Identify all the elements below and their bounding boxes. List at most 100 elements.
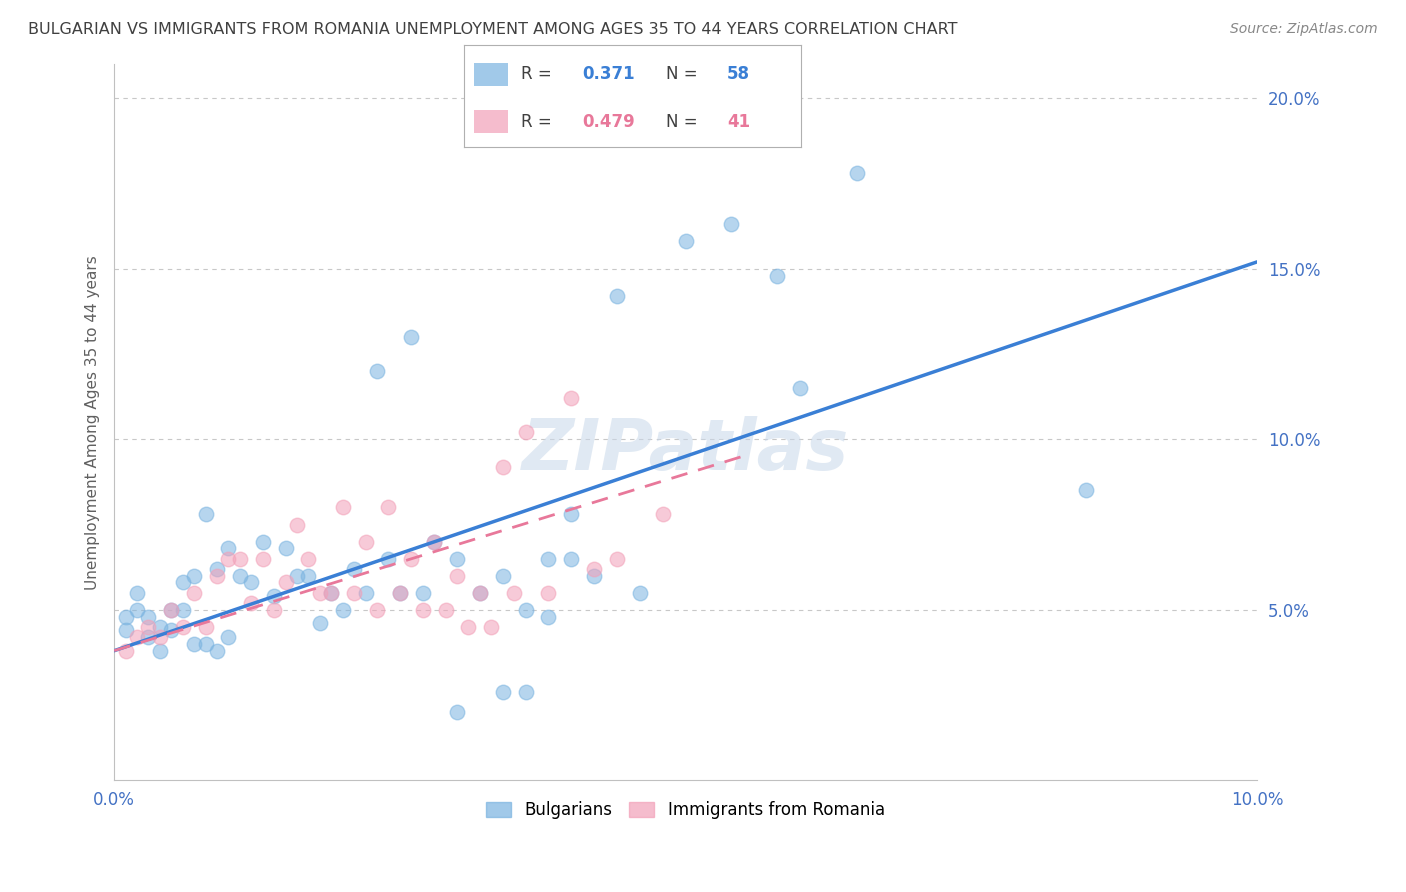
Text: 58: 58 [727, 65, 751, 83]
Point [160, 603, 183, 617]
Point [263, 603, 285, 617]
Point [446, 705, 468, 719]
Text: 0.479: 0.479 [582, 112, 636, 130]
Point [492, 684, 515, 698]
Point [149, 630, 172, 644]
Point [651, 508, 673, 522]
Point [252, 551, 274, 566]
Point [125, 603, 148, 617]
Point [229, 568, 252, 582]
Point [274, 575, 297, 590]
Text: 0.371: 0.371 [582, 65, 634, 83]
Point [560, 551, 582, 566]
Point [172, 575, 194, 590]
Text: N =: N = [666, 112, 697, 130]
Point [492, 459, 515, 474]
Point [252, 534, 274, 549]
Text: BULGARIAN VS IMMIGRANTS FROM ROMANIA UNEMPLOYMENT AMONG AGES 35 TO 44 YEARS CORR: BULGARIAN VS IMMIGRANTS FROM ROMANIA UNE… [28, 22, 957, 37]
Point [274, 541, 297, 556]
Point [194, 637, 217, 651]
Point [285, 568, 308, 582]
Point [388, 585, 411, 599]
Point [388, 585, 411, 599]
Point [285, 517, 308, 532]
Point [149, 620, 172, 634]
Point [354, 585, 377, 599]
Point [138, 620, 160, 634]
Point [194, 508, 217, 522]
Point [149, 643, 172, 657]
Text: Source: ZipAtlas.com: Source: ZipAtlas.com [1230, 22, 1378, 37]
Point [297, 551, 319, 566]
Point [537, 551, 560, 566]
Point [606, 289, 628, 303]
Point [423, 534, 446, 549]
Point [172, 603, 194, 617]
Point [354, 534, 377, 549]
Point [138, 609, 160, 624]
Point [218, 630, 240, 644]
Legend: Bulgarians, Immigrants from Romania: Bulgarians, Immigrants from Romania [479, 795, 891, 826]
Text: R =: R = [522, 112, 553, 130]
Point [479, 620, 502, 634]
Point [332, 603, 354, 617]
Point [515, 425, 537, 440]
Point [114, 643, 136, 657]
Point [194, 620, 217, 634]
Point [377, 500, 399, 515]
Point [240, 596, 263, 610]
Point [515, 684, 537, 698]
Point [503, 585, 526, 599]
Point [423, 534, 446, 549]
Point [125, 585, 148, 599]
Point [309, 585, 332, 599]
Point [560, 392, 582, 406]
Point [377, 551, 399, 566]
Point [468, 585, 491, 599]
Point [205, 562, 228, 576]
Point [114, 609, 136, 624]
Point [401, 330, 423, 344]
Point [218, 541, 240, 556]
Point [434, 603, 457, 617]
Point [366, 603, 388, 617]
Point [218, 551, 240, 566]
Point [560, 508, 582, 522]
Point [1074, 483, 1097, 498]
Point [229, 551, 252, 566]
Y-axis label: Unemployment Among Ages 35 to 44 years: Unemployment Among Ages 35 to 44 years [86, 255, 100, 590]
Point [183, 637, 205, 651]
Point [183, 568, 205, 582]
Point [205, 643, 228, 657]
Point [125, 630, 148, 644]
Text: 41: 41 [727, 112, 751, 130]
Point [205, 568, 228, 582]
Point [309, 616, 332, 631]
Point [766, 268, 789, 283]
FancyBboxPatch shape [474, 111, 508, 133]
Point [457, 620, 479, 634]
Point [583, 568, 606, 582]
Point [321, 585, 343, 599]
Text: ZIPatlas: ZIPatlas [522, 417, 849, 485]
Point [401, 551, 423, 566]
Point [720, 218, 742, 232]
Point [321, 585, 343, 599]
Point [412, 585, 434, 599]
Point [537, 609, 560, 624]
Point [583, 562, 606, 576]
Point [114, 624, 136, 638]
Point [515, 603, 537, 617]
Point [172, 620, 194, 634]
Point [332, 500, 354, 515]
Point [343, 562, 366, 576]
Point [446, 568, 468, 582]
Point [343, 585, 366, 599]
Point [412, 603, 434, 617]
Point [160, 624, 183, 638]
Point [297, 568, 319, 582]
Point [240, 575, 263, 590]
Point [263, 589, 285, 603]
Point [606, 551, 628, 566]
Text: N =: N = [666, 65, 697, 83]
